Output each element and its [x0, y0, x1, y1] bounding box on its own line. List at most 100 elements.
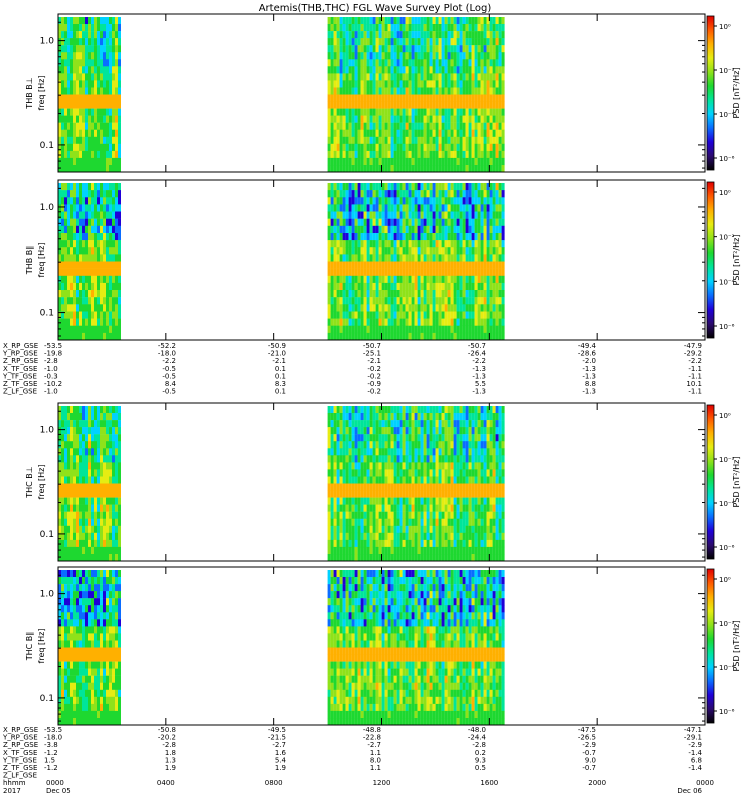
heatmap-cell	[477, 45, 481, 53]
heatmap-cell	[387, 101, 391, 109]
heatmap-cell	[58, 129, 61, 137]
heatmap-cell	[378, 136, 382, 145]
heatmap-cell	[94, 225, 97, 234]
heatmap-cell	[369, 554, 373, 562]
heatmap-cell	[336, 297, 340, 305]
heatmap-cell	[94, 80, 97, 88]
heatmap-cell	[333, 420, 337, 428]
heatmap-cell	[339, 448, 343, 456]
heatmap-cell	[453, 136, 457, 145]
heatmap-cell	[82, 420, 85, 428]
heatmap-cell	[351, 218, 355, 227]
heatmap-cell	[339, 546, 343, 555]
heatmap-cell	[393, 24, 397, 32]
heatmap-cell	[64, 525, 67, 534]
heatmap-cell	[453, 94, 457, 102]
heatmap-cell	[429, 504, 433, 512]
heatmap-cell	[411, 136, 415, 145]
heatmap-cell	[381, 490, 385, 498]
heatmap-cell	[474, 183, 478, 191]
heatmap-cell	[360, 469, 364, 477]
heatmap-cell	[64, 490, 67, 498]
heatmap-cell	[88, 455, 91, 463]
heatmap-cell	[61, 434, 64, 442]
heatmap-cell	[109, 434, 112, 442]
heatmap-cell	[366, 511, 370, 519]
heatmap-cell	[360, 434, 364, 442]
heatmap-cell	[444, 73, 448, 81]
heatmap-cell	[333, 282, 337, 291]
heatmap-cell	[471, 247, 475, 255]
heatmap-cell	[378, 101, 382, 109]
heatmap-cell	[94, 427, 97, 435]
heatmap-cell	[459, 197, 463, 205]
heatmap-cell	[429, 297, 433, 305]
heatmap-cell	[456, 290, 460, 298]
heatmap-cell	[438, 115, 442, 123]
heatmap-cell	[417, 101, 421, 109]
heatmap-cell	[387, 282, 391, 291]
heatmap-cell	[106, 490, 109, 498]
heatmap-cell	[450, 122, 454, 130]
heatmap-cell	[115, 254, 118, 262]
heatmap-cell	[501, 297, 505, 305]
heatmap-cell	[103, 204, 106, 212]
heatmap-cell	[465, 325, 469, 334]
heatmap-cell	[348, 462, 352, 470]
heatmap-cell	[348, 73, 352, 81]
heatmap-cell	[420, 318, 424, 326]
heatmap-cell	[423, 165, 427, 173]
heatmap-cell	[459, 332, 463, 341]
heatmap-cell	[477, 268, 481, 276]
heatmap-cell	[405, 525, 409, 534]
heatmap-cell	[381, 218, 385, 227]
heatmap-cell	[441, 157, 445, 166]
heatmap-cell	[405, 254, 409, 262]
heatmap-cell	[471, 45, 475, 53]
heatmap-cell	[441, 469, 445, 477]
heatmap-cell	[378, 129, 382, 137]
heatmap-cell	[396, 190, 400, 198]
heatmap-cell	[363, 31, 367, 39]
heatmap-cell	[333, 304, 337, 312]
heatmap-cell	[363, 406, 367, 414]
heatmap-cell	[61, 455, 64, 463]
heatmap-cell	[426, 122, 430, 130]
heatmap-cell	[327, 73, 331, 81]
heatmap-cell	[411, 490, 415, 498]
heatmap-cell	[501, 101, 505, 109]
heatmap-cell	[76, 325, 79, 334]
heatmap-cell	[109, 532, 112, 541]
heatmap-cell	[441, 504, 445, 512]
heatmap-cell	[375, 332, 379, 341]
heatmap-cell	[492, 165, 496, 173]
heatmap-cell	[387, 225, 391, 234]
heatmap-cell	[417, 17, 421, 25]
heatmap-cell	[480, 240, 484, 248]
heatmap-cell	[492, 108, 496, 116]
heatmap-cell	[73, 225, 76, 234]
heatmap-cell	[483, 318, 487, 326]
heatmap-cell	[426, 225, 430, 234]
heatmap-cell	[486, 108, 490, 116]
heatmap-cell	[375, 427, 379, 435]
heatmap-cell	[438, 290, 442, 298]
heatmap-cell	[498, 304, 502, 312]
heatmap-cell	[91, 129, 94, 137]
heatmap-cell	[390, 247, 394, 255]
heatmap-cell	[327, 183, 331, 191]
heatmap-cell	[82, 268, 85, 276]
heatmap-cell	[405, 115, 409, 123]
heatmap-cell	[432, 282, 436, 291]
heatmap-cell	[405, 59, 409, 67]
heatmap-cell	[408, 233, 412, 241]
heatmap-cell	[432, 469, 436, 477]
heatmap-cell	[387, 165, 391, 173]
heatmap-cell	[103, 297, 106, 305]
heatmap-cell	[393, 554, 397, 562]
heatmap-cell	[345, 546, 349, 555]
heatmap-cell	[393, 129, 397, 137]
heatmap-cell	[375, 59, 379, 67]
